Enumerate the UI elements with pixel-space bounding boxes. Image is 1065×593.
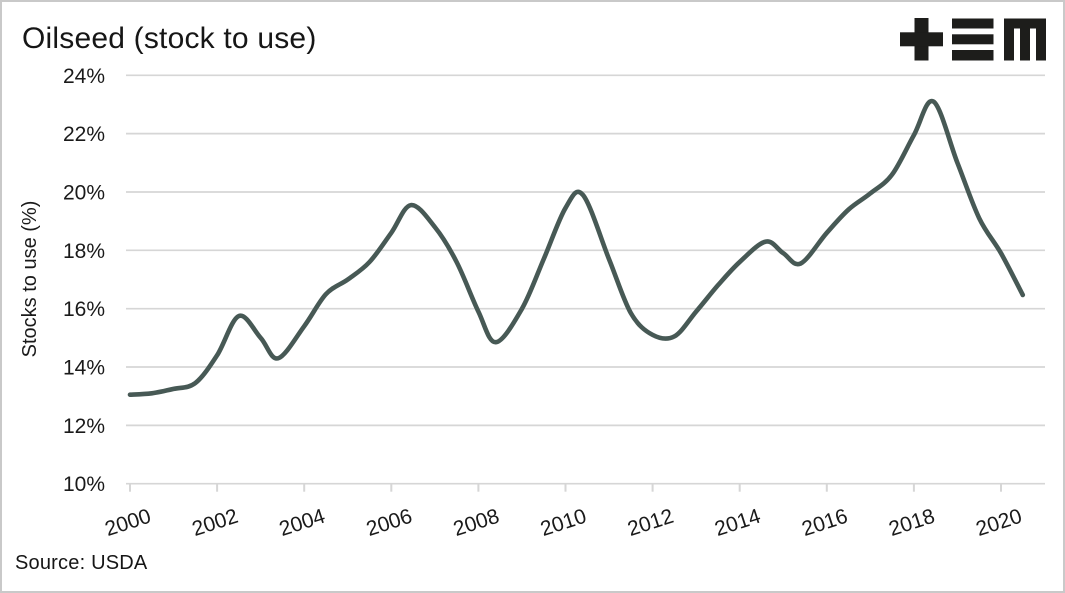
- x-tick-label: 2018: [886, 505, 938, 541]
- x-tick-label: 2014: [712, 505, 764, 541]
- x-tick-label: 2002: [189, 505, 241, 541]
- y-tick-label: 24%: [63, 65, 105, 88]
- x-tick-label: 2020: [973, 505, 1025, 541]
- svg-text:2008: 2008: [451, 505, 503, 541]
- x-tick-label: 2004: [276, 505, 328, 541]
- y-tick-label: 18%: [63, 240, 105, 263]
- y-tick-label: 10%: [63, 473, 105, 496]
- triple-bar-icon: [952, 18, 994, 61]
- m-icon: [1004, 18, 1046, 61]
- x-tick-label: 2016: [799, 505, 851, 541]
- svg-text:2000: 2000: [102, 505, 154, 541]
- y-tick-label: 16%: [63, 298, 105, 321]
- svg-text:2020: 2020: [973, 505, 1025, 541]
- x-tick-label: 2012: [625, 505, 677, 541]
- y-axis-title: Stocks to use (%): [19, 201, 41, 358]
- x-tick-label: 2000: [102, 505, 154, 541]
- y-tick-label: 14%: [63, 357, 105, 380]
- tem-logo: [900, 18, 1046, 61]
- svg-text:2016: 2016: [799, 505, 851, 541]
- svg-text:2018: 2018: [886, 505, 938, 541]
- source-note: Source: USDA: [15, 552, 148, 574]
- x-tick-label: 2010: [538, 505, 590, 541]
- plus-icon: [900, 18, 943, 61]
- x-tick-label: 2006: [364, 505, 416, 541]
- y-tick-label: 12%: [63, 415, 105, 438]
- svg-text:2004: 2004: [276, 505, 328, 541]
- x-tick-label: 2008: [451, 505, 503, 541]
- oilseed-line: [127, 98, 1026, 397]
- svg-text:2002: 2002: [189, 505, 241, 541]
- svg-text:2014: 2014: [712, 505, 764, 541]
- svg-text:2010: 2010: [538, 505, 590, 541]
- chart-title: Oilseed (stock to use): [22, 22, 317, 55]
- y-tick-label: 22%: [63, 123, 105, 146]
- y-tick-label: 20%: [63, 181, 105, 204]
- svg-text:2006: 2006: [364, 505, 416, 541]
- svg-text:2012: 2012: [625, 505, 677, 541]
